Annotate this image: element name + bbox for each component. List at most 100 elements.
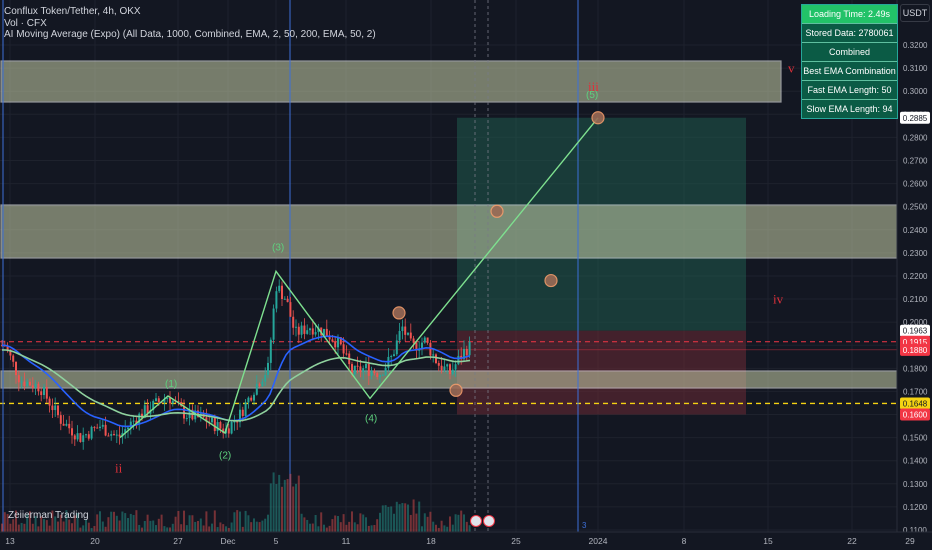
candle-body: [40, 391, 43, 396]
candle-body: [457, 355, 460, 365]
candle-body: [104, 424, 107, 436]
candle-body: [331, 339, 334, 342]
candle-body: [421, 342, 423, 349]
volume-bar: [90, 527, 93, 532]
price-tick-label: 0.1100: [903, 526, 927, 535]
candle-body: [443, 366, 446, 371]
time-tick-label: 13: [5, 536, 15, 546]
candle-body: [353, 365, 356, 375]
candle-body: [48, 398, 51, 406]
volume-bar: [31, 523, 34, 532]
candle-body: [325, 328, 328, 336]
price-tick-label: 0.1200: [903, 503, 928, 512]
price-tick-label: 0.1500: [903, 434, 928, 443]
volume-legend[interactable]: Vol · CFX: [4, 17, 47, 29]
volume-bar: [76, 513, 79, 532]
volume-bar: [99, 511, 101, 532]
candle-body: [275, 291, 278, 309]
volume-bar: [289, 473, 292, 532]
event-flag-icon: [470, 515, 482, 527]
volume-bar: [415, 513, 418, 532]
volume-bar: [267, 514, 269, 532]
volume-bar: [124, 513, 127, 532]
price-label-text: 0.1963: [903, 327, 928, 336]
volume-bar: [423, 513, 426, 532]
price-tick-label: 0.2800: [903, 133, 928, 142]
candle-body: [129, 421, 132, 428]
price-tick-label: 0.2200: [903, 272, 928, 281]
symbol-title[interactable]: Conflux Token/Tether, 4h, OKX: [4, 6, 141, 17]
time-tick-label: 27: [173, 536, 183, 546]
volume-bar: [258, 522, 261, 532]
volume-bar: [345, 524, 348, 532]
info-row-fast-ema: Fast EMA Length: 50: [802, 81, 897, 100]
price-label-badge: [900, 111, 930, 124]
volume-bar: [101, 521, 104, 532]
wave-label: (4): [365, 413, 377, 424]
candle-body: [45, 386, 48, 399]
volume-bar: [62, 521, 65, 532]
candle-body: [34, 383, 37, 388]
volume-bar: [208, 526, 211, 532]
volume-bar: [73, 515, 76, 532]
volume-bar: [426, 516, 429, 532]
volume-bar: [216, 527, 219, 532]
volume-bar: [449, 516, 451, 532]
candle-body: [412, 338, 415, 343]
volume-bar: [202, 525, 205, 532]
candle-body: [244, 402, 247, 417]
volume-bar: [171, 523, 174, 532]
volume-bar: [457, 514, 460, 532]
indicator-legend[interactable]: AI Moving Average (Expo) (All Data, 1000…: [4, 29, 376, 40]
candle-body: [295, 326, 297, 328]
volume-bar: [23, 523, 26, 532]
candle-body: [15, 361, 17, 376]
candle-body: [435, 354, 437, 364]
candle-body: [300, 325, 303, 335]
price-axis-bg: [897, 0, 932, 550]
volume-bar: [283, 479, 286, 532]
candle-body: [138, 413, 141, 425]
candle-body: [51, 405, 54, 411]
volume-bar: [241, 526, 244, 532]
volume-bar: [205, 511, 208, 532]
volume-bar: [384, 505, 387, 532]
candle-body: [6, 346, 9, 351]
candle-body: [409, 332, 412, 339]
time-tick-label: 22: [847, 536, 857, 546]
price-tick-label: 0.2100: [903, 295, 928, 304]
volume-bar: [300, 513, 303, 532]
volume-bar: [272, 472, 275, 532]
price-tick-label: 0.2700: [903, 156, 928, 165]
volume-bar: [132, 515, 135, 532]
target-marker-icon: [490, 204, 504, 218]
candle-body: [163, 398, 166, 403]
volume-bar: [230, 522, 233, 532]
volume-bar: [93, 526, 96, 532]
candle-body: [155, 398, 157, 401]
candle-body: [37, 383, 40, 392]
volume-bar: [65, 510, 68, 532]
volume-bar: [107, 517, 110, 532]
volume-bar: [17, 524, 20, 532]
volume-bar: [398, 504, 401, 532]
time-tick-label: 25: [511, 536, 521, 546]
volume-bar: [331, 519, 334, 532]
candle-body: [29, 381, 31, 386]
volume-bar: [227, 527, 230, 532]
candle-body: [426, 337, 429, 343]
candle-body: [367, 363, 370, 376]
candle-body: [227, 428, 230, 434]
currency-button[interactable]: USDT: [900, 4, 930, 22]
volume-bar: [85, 519, 87, 532]
candle-body: [356, 365, 359, 367]
volume-bar: [15, 510, 17, 532]
candle-body: [379, 375, 381, 377]
volume-bar: [323, 524, 325, 532]
volume-bar: [222, 524, 225, 532]
volume-bar: [295, 483, 297, 532]
candle-body: [54, 405, 57, 411]
candle-body: [146, 405, 149, 414]
candle-body: [395, 340, 398, 355]
